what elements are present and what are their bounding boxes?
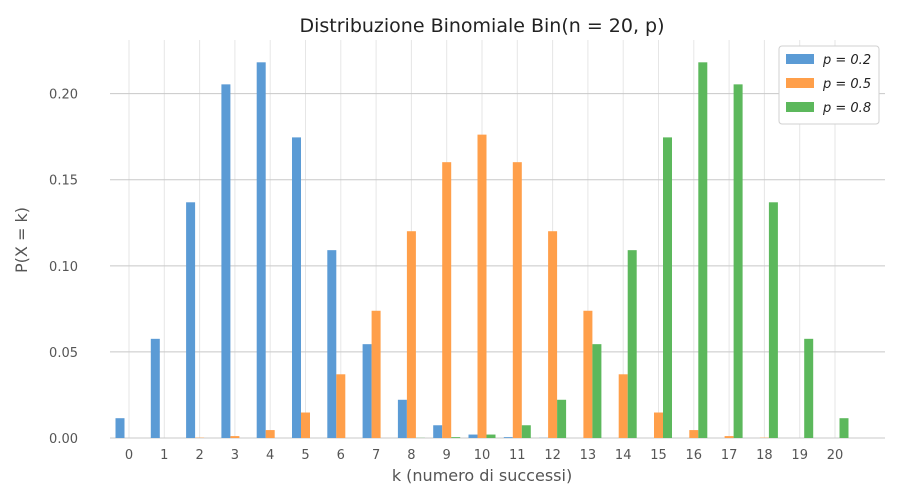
y-tick-label: 0.10 xyxy=(49,260,78,275)
bar-1-8 xyxy=(406,231,416,438)
x-tick-label: 3 xyxy=(231,448,239,463)
bar-1-13 xyxy=(583,310,593,438)
x-tick-label: 16 xyxy=(686,448,703,463)
x-tick-label: 4 xyxy=(266,448,274,463)
bar-1-9 xyxy=(442,162,452,438)
bar-2-15 xyxy=(663,137,672,439)
bar-1-4 xyxy=(265,430,275,438)
bar-1-12 xyxy=(548,231,558,438)
bar-0-5 xyxy=(292,137,301,439)
bar-1-10 xyxy=(477,134,487,438)
bar-1-7 xyxy=(371,310,381,438)
legend-label-2: p = 0.8 xyxy=(822,101,871,116)
bar-2-13 xyxy=(592,344,602,438)
x-tick-label: 10 xyxy=(474,448,491,463)
bar-0-8 xyxy=(397,399,407,438)
bar-0-3 xyxy=(221,84,231,438)
bar-2-12 xyxy=(557,399,567,438)
bar-0-2 xyxy=(186,202,196,438)
x-tick-label: 5 xyxy=(301,448,309,463)
x-tick-label: 9 xyxy=(443,448,451,463)
bars xyxy=(115,62,849,439)
y-tick-labels: 0.00 0.05 0.10 0.15 0.20 xyxy=(49,88,78,447)
bar-2-20 xyxy=(839,418,849,438)
legend-label-1: p = 0.5 xyxy=(822,77,871,92)
bar-2-11 xyxy=(521,425,531,438)
x-tick-label: 11 xyxy=(509,448,526,463)
x-tick-label: 20 xyxy=(827,448,844,463)
x-tick-label: 14 xyxy=(615,448,632,463)
bar-1-14 xyxy=(618,374,628,438)
bar-0-11 xyxy=(503,437,513,438)
plot-area xyxy=(110,40,885,438)
x-tick-label: 13 xyxy=(580,448,597,463)
bar-0-7 xyxy=(362,344,372,438)
bar-2-9 xyxy=(451,437,461,438)
y-tick-label: 0.05 xyxy=(49,346,78,361)
y-tick-label: 0.00 xyxy=(49,432,78,447)
bar-1-5 xyxy=(301,412,310,438)
bar-1-6 xyxy=(336,374,346,438)
bar-0-1 xyxy=(150,338,160,438)
bar-0-4 xyxy=(256,62,266,438)
bar-2-10 xyxy=(486,434,496,438)
bar-1-11 xyxy=(512,162,522,438)
legend-swatch-1 xyxy=(786,78,814,88)
y-axis-label: P(X = k) xyxy=(12,207,31,273)
bar-2-16 xyxy=(698,62,708,438)
bar-1-15 xyxy=(654,412,663,438)
legend-swatch-0 xyxy=(786,54,814,64)
chart-title: Distribuzione Binomiale Bin(n = 20, p) xyxy=(299,15,664,37)
bar-0-6 xyxy=(327,250,337,438)
x-axis-label: k (numero di successi) xyxy=(392,466,572,485)
x-tick-label: 15 xyxy=(650,448,667,463)
bar-0-9 xyxy=(433,425,443,438)
x-tick-label: 19 xyxy=(791,448,808,463)
x-tick-label: 7 xyxy=(372,448,380,463)
bar-0-0 xyxy=(115,418,125,438)
bar-1-17 xyxy=(724,436,734,438)
legend: p = 0.2 p = 0.5 p = 0.8 xyxy=(778,45,880,125)
y-tick-label: 0.20 xyxy=(49,88,78,103)
bar-2-17 xyxy=(733,84,743,438)
bar-0-10 xyxy=(468,434,478,438)
x-tick-label: 12 xyxy=(544,448,561,463)
legend-swatch-2 xyxy=(786,102,814,112)
x-tick-label: 18 xyxy=(756,448,773,463)
x-tick-label: 8 xyxy=(407,448,415,463)
bar-2-14 xyxy=(627,250,637,438)
x-tick-label: 1 xyxy=(160,448,168,463)
bar-1-16 xyxy=(689,430,699,438)
bar-1-3 xyxy=(230,436,240,438)
y-tick-label: 0.15 xyxy=(49,174,78,189)
x-tick-label: 17 xyxy=(721,448,738,463)
x-tick-labels: 0 1 2 3 4 5 6 7 8 9 10 11 12 13 14 15 16 17 18 19 20 xyxy=(125,448,843,463)
x-tick-label: 0 xyxy=(125,448,133,463)
legend-label-0: p = 0.2 xyxy=(822,53,871,68)
x-tick-label: 2 xyxy=(195,448,203,463)
bar-2-19 xyxy=(804,338,814,438)
x-tick-label: 6 xyxy=(337,448,345,463)
bar-2-18 xyxy=(768,202,778,438)
